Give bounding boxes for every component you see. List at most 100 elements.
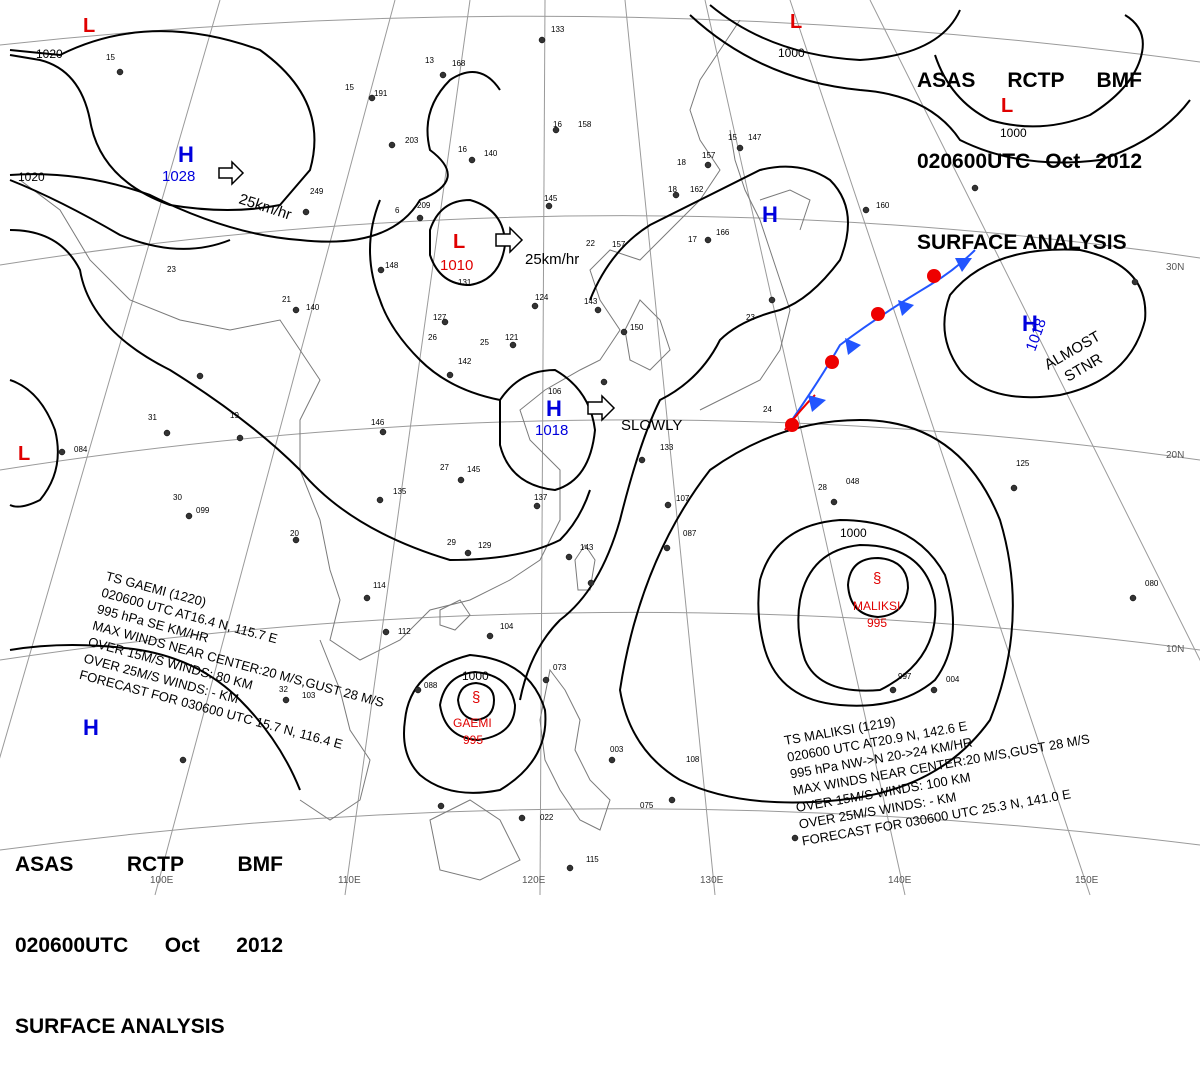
station-label: 18 [668,185,677,194]
station-marker [382,628,390,636]
front-line [784,249,976,431]
parallel-20n [0,419,1200,471]
station-label: 075 [640,801,654,810]
station-label: 6 [395,206,400,215]
warm-front-symbol [785,418,799,432]
parallel-40n [0,15,1200,63]
typhoon-gaemi: § GAEMI 995 [453,689,492,747]
station-label: 16 [553,120,562,129]
isobar-value: 1000 [778,46,805,60]
motion-arrow-icon [495,226,524,254]
isobar-japan-high [519,165,849,701]
latitude-labels: 30N 20N 10N [1166,262,1184,655]
isobar-west-low [9,379,59,508]
stationary-front [784,249,976,432]
typhoon-maliksi: § MALIKSI 995 [853,570,900,630]
station-marker [437,802,445,810]
station-label: 103 [302,691,316,700]
lon-label: 140E [888,875,912,886]
station-label: 140 [484,149,498,158]
isobar-pacific-high-1018 [943,248,1147,399]
longitude-labels: 100E 110E 120E 130E 140E 150E [150,875,1099,886]
header-time-line: 020600UTC Oct 2012 [917,148,1142,175]
station-label: 997 [898,672,912,681]
station-marker [566,864,574,872]
header-year: 2012 [1095,150,1142,173]
high-center-symbol: H [83,715,99,740]
station-marker [664,501,672,509]
motion-slowly-label: SLOWLY [621,417,682,434]
station-marker [509,341,517,349]
header-product: BMF [1096,69,1143,92]
parallel-10n [0,611,1200,661]
station-label: 24 [763,405,772,414]
station-label: 099 [196,506,210,515]
station-marker [608,756,616,764]
station-label: 32 [279,685,288,694]
low-center-value: 1010 [440,257,473,274]
station-label: 203 [405,136,419,145]
station-label: 31 [148,413,157,422]
station-label: 022 [540,813,554,822]
header-month: Oct [1045,150,1081,173]
station-marker [414,686,422,694]
station-marker [379,428,387,436]
station-label: 135 [393,487,407,496]
isobar-north-low-1000 [934,14,1144,128]
station-label: 22 [586,239,595,248]
station-marker [545,202,553,210]
isobar-maliksi-1000 [757,518,954,707]
station-label: 133 [551,25,565,34]
korea-coast [624,299,671,371]
station-markers [58,36,1139,872]
station-label: 13 [425,56,434,65]
chart-header-top-right: ASAS RCTP BMF 020600UTC Oct 2012 SURFACE… [917,13,1142,283]
header-agency: ASAS [15,853,74,876]
typhoon-name: GAEMI [453,716,492,730]
station-marker [302,208,310,216]
station-marker [1129,594,1137,602]
isobar-maliksi-inner [846,556,910,619]
lat-label: 10N [1166,644,1184,655]
lat-label: 20N [1166,450,1184,461]
isobar-north-low-outer [709,4,961,62]
meridian-90e [0,0,221,759]
low-center-symbol: L [790,11,802,33]
station-marker [830,498,838,506]
station-marker [416,214,424,222]
station-marker [179,756,187,764]
station-label: 143 [580,543,594,552]
station-marker [736,144,744,152]
station-marker [971,184,979,192]
station-label: 146 [371,418,385,427]
station-label: 249 [310,187,324,196]
isobar-1020-west [9,71,501,243]
isobar-high-1018-china [499,368,597,492]
station-marker [185,512,193,520]
low-center-symbol: L [83,15,95,37]
station-labels: 15 13 168 133 15 191 203 16 140 16 158 1… [74,25,1159,864]
station-label: 084 [74,445,88,454]
isobar-gaemi-inner [456,681,496,722]
low-center-symbol: L [1001,95,1013,117]
station-marker [663,544,671,552]
station-label: 28 [818,483,827,492]
isobars [9,4,1191,804]
high-center-value: 1018 [535,422,568,439]
station-marker [163,429,171,437]
station-label: 15 [345,83,354,92]
station-marker [1010,484,1018,492]
high-center-symbol: H [546,396,562,421]
station-label: 137 [534,493,548,502]
isobar-value: 1020 [36,47,63,61]
station-marker [292,536,300,544]
station-marker [116,68,124,76]
isobar-arc-west-high [369,199,501,401]
meridian-120e [539,0,546,896]
station-label: 125 [1016,459,1030,468]
station-marker [236,434,244,442]
lon-label: 100E [150,875,174,886]
lon-label: 110E [338,875,361,886]
station-marker [672,191,680,199]
station-marker [704,236,712,244]
